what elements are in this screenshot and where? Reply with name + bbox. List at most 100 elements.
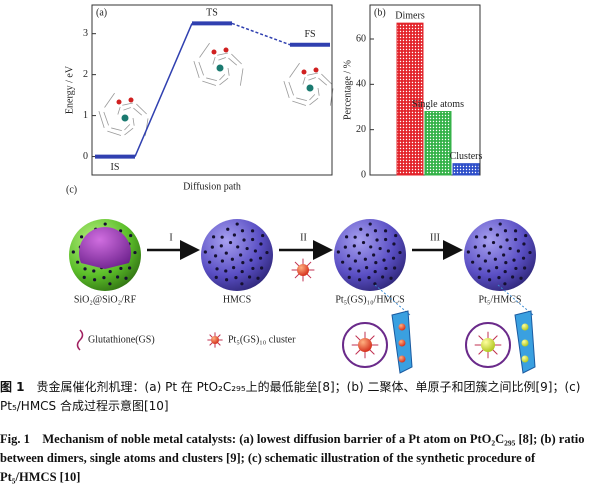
pore: [336, 250, 340, 254]
state-label: FS: [304, 29, 315, 40]
pore: [128, 266, 132, 270]
pore: [129, 233, 133, 238]
lattice: [321, 73, 332, 85]
pore: [519, 276, 523, 280]
pore: [251, 266, 255, 271]
pore: [240, 269, 244, 274]
pore: [83, 267, 87, 271]
caption-en: Fig. 1 Mechanism of noble metal catalyst…: [0, 430, 590, 487]
cluster: [481, 338, 495, 352]
pore: [353, 259, 358, 263]
bar-category-label: Dimers: [395, 10, 425, 21]
pore: [93, 278, 97, 282]
pore: [504, 261, 508, 265]
pore: [357, 269, 361, 273]
lattice: [193, 60, 200, 78]
y-tick-label: 20: [356, 124, 366, 135]
plot-frame: [91, 4, 333, 176]
pore: [374, 261, 378, 265]
lattice: [124, 127, 134, 136]
lattice: [288, 81, 294, 96]
lattice: [239, 68, 244, 86]
caption-text: Mechanism of noble metal catalysts: (a) …: [0, 432, 585, 484]
pore: [250, 229, 255, 233]
lattice: [122, 102, 134, 106]
pore: [220, 235, 224, 239]
pt-atom: [306, 84, 314, 92]
lattice: [202, 80, 217, 86]
pore: [514, 237, 518, 242]
pore: [261, 233, 265, 238]
pore: [369, 245, 373, 249]
lattice: [98, 110, 105, 128]
lattice: [132, 117, 135, 126]
pore: [245, 246, 249, 251]
pore: [503, 282, 507, 286]
lattice: [206, 77, 217, 81]
sphere: [201, 219, 273, 291]
pore: [82, 275, 86, 279]
y-tick-label: 0: [361, 169, 366, 180]
pore: [497, 275, 501, 280]
o-atom: [301, 69, 307, 75]
pore: [124, 276, 128, 280]
channel-cluster: [398, 323, 406, 331]
pore: [79, 235, 84, 239]
pore: [210, 245, 214, 249]
pore: [352, 244, 356, 248]
state-label: TS: [206, 8, 218, 19]
pore: [259, 242, 263, 246]
pore: [361, 240, 366, 245]
pore: [348, 267, 352, 271]
pore: [487, 251, 491, 255]
bar: [396, 22, 424, 176]
pore: [119, 266, 123, 271]
pore: [241, 261, 245, 265]
pore: [344, 235, 349, 239]
pore: [239, 253, 243, 257]
stage-label: SiO₂@SiO₂/RF: [74, 294, 137, 305]
pore: [392, 242, 396, 246]
pore: [528, 250, 532, 255]
pore: [495, 266, 499, 270]
lattice: [198, 61, 204, 76]
pore: [386, 249, 390, 253]
pore: [214, 275, 218, 279]
pore: [375, 238, 379, 242]
pore: [249, 258, 253, 262]
pore: [491, 240, 496, 245]
pore: [102, 275, 106, 280]
step-label: II: [300, 232, 307, 243]
pore: [473, 245, 477, 249]
pore: [358, 278, 362, 282]
pore: [523, 266, 527, 270]
lattice: [133, 107, 143, 116]
lattice: [309, 97, 319, 106]
pore: [380, 275, 385, 279]
lattice: [218, 57, 226, 61]
pore: [394, 233, 398, 238]
pt-atom: [216, 64, 224, 72]
lattice: [199, 42, 210, 58]
lattice: [123, 107, 131, 111]
stage-label: Pt₅(GS)₁₀/HMCS: [335, 294, 404, 305]
pore: [103, 222, 107, 226]
pore: [228, 240, 233, 245]
pore: [483, 259, 488, 263]
lattice: [231, 53, 242, 65]
lattice: [308, 77, 316, 81]
pore: [483, 235, 487, 239]
pore: [359, 227, 363, 231]
channel-cluster: [398, 339, 406, 347]
lattice: [117, 106, 121, 115]
pore: [391, 256, 396, 260]
panel-label: (b): [374, 7, 386, 18]
pore: [482, 244, 486, 248]
o-atom: [128, 97, 134, 103]
pore: [208, 260, 212, 264]
pore: [389, 276, 393, 280]
stage-label: HMCS: [223, 294, 251, 305]
bar: [452, 163, 480, 176]
o-atom: [211, 49, 217, 55]
pore: [503, 269, 507, 274]
